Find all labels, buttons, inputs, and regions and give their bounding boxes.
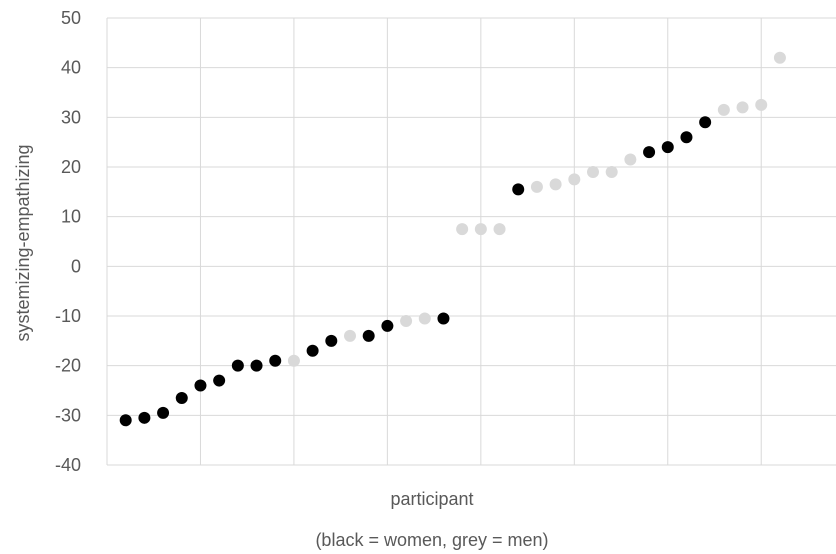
y-tick-label: -40 [55,455,81,475]
data-point-women [138,411,151,424]
data-point-men [605,165,618,178]
x-axis-title: participant [390,489,473,509]
data-point-men [344,329,356,342]
data-point-women [643,146,656,159]
data-point-women [231,359,244,372]
data-point-men [624,153,637,166]
data-point-men [493,223,506,236]
data-point-women [175,391,188,404]
data-point-women [269,354,282,367]
data-point-women [306,344,319,357]
y-tick-labels: -40 -30 -20 -10 0 10 20 30 40 50 [55,8,81,475]
y-tick-label: 0 [71,256,81,276]
data-point-men [530,180,543,193]
data-point-women [194,379,207,392]
data-point-women [437,312,450,325]
data-point-women [250,359,263,372]
data-point-men [456,223,469,236]
data-point-men [773,51,786,64]
y-tick-label: -20 [55,356,81,376]
data-point-men [717,103,730,116]
y-tick-label: 50 [61,8,81,28]
data-point-men [400,314,413,327]
data-point-women [119,414,132,427]
data-points [119,51,786,427]
y-tick-label: 10 [61,207,81,227]
data-point-women [157,406,170,419]
grid-layer [106,17,836,466]
data-point-women [661,141,674,154]
data-point-women [362,329,375,342]
data-point-women [381,319,394,332]
data-point-women [680,131,693,144]
y-tick-label: -10 [55,306,81,326]
data-point-men [587,165,599,178]
data-point-men [755,98,768,111]
data-point-men [418,312,431,325]
data-point-women [699,116,712,129]
x-axis-legend-note: (black = women, grey = men) [315,530,548,550]
data-point-women [512,183,525,196]
data-point-women [213,374,226,387]
data-point-men [568,173,581,186]
y-axis-title: systemizing-empathizing [13,144,33,341]
data-point-men [736,101,749,114]
data-point-women [325,334,338,347]
y-tick-label: 40 [61,58,81,78]
data-point-men [474,223,487,236]
y-tick-label: -30 [55,405,81,425]
data-point-men [549,178,562,191]
y-tick-label: 30 [61,107,81,127]
y-tick-label: 20 [61,157,81,177]
data-point-men [287,354,300,367]
